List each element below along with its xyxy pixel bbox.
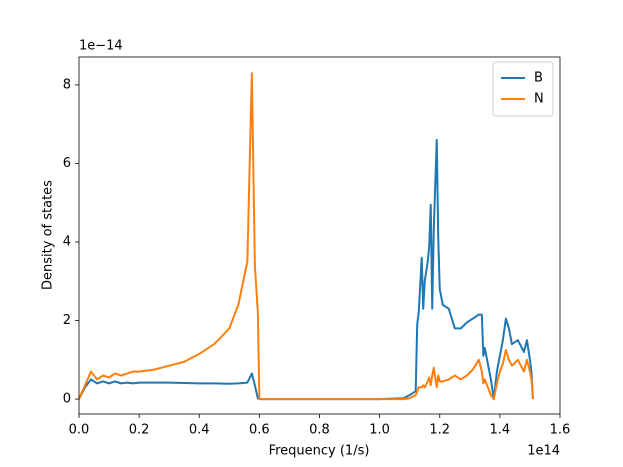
y-tick-label: 6: [63, 156, 71, 171]
plot-frame: [78, 56, 561, 415]
x-tick-label: 0.0: [69, 423, 90, 438]
legend-label: N: [534, 92, 544, 107]
data-line: [78, 138, 534, 401]
x-offset-label: 1e14: [527, 444, 560, 459]
y-tick-label: 8: [63, 77, 71, 92]
y-tick-label: 4: [63, 234, 71, 249]
y-tick-label: 0: [63, 392, 71, 407]
x-tick-label: 0.6: [249, 423, 270, 438]
y-tick-label: 2: [63, 313, 71, 328]
x-tick-label: 1.4: [490, 423, 511, 438]
x-tick-label: 0.2: [129, 423, 150, 438]
y-axis-label: Density of states: [41, 180, 56, 290]
x-tick-label: 0.4: [189, 423, 210, 438]
data-line: [78, 72, 534, 401]
x-tick-label: 0.8: [309, 423, 330, 438]
x-axis-label: Frequency (1/s): [269, 444, 370, 459]
x-tick-label: 1.6: [550, 423, 571, 438]
x-tick-label: 1.2: [429, 423, 450, 438]
y-offset-label: 1e−14: [79, 39, 123, 54]
x-tick-label: 1.0: [369, 423, 390, 438]
legend-label: B: [534, 71, 543, 86]
legend-box: [492, 61, 554, 117]
